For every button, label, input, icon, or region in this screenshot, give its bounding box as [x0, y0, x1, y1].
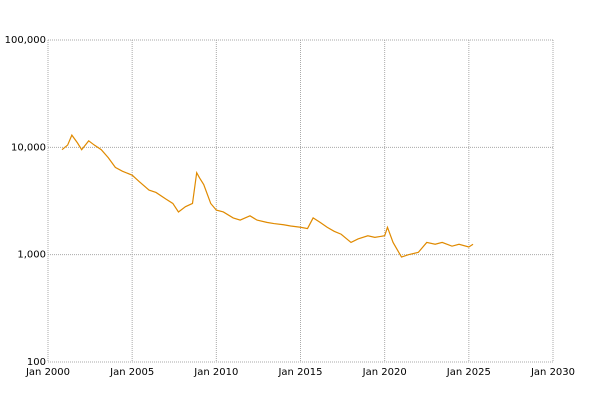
y-tick-label: 100,000	[5, 35, 46, 46]
x-tick-label: Jan 2020	[362, 367, 407, 378]
x-tick-label: Jan 2010	[193, 367, 238, 378]
y-tick-label: 100	[27, 357, 46, 368]
y-tick-label: 1,000	[17, 250, 46, 261]
x-tick-label: Jan 2000	[25, 367, 70, 378]
x-tick-label: Jan 2005	[109, 367, 154, 378]
x-tick-label: Jan 2025	[446, 367, 491, 378]
x-tick-label: Jan 2030	[530, 367, 575, 378]
y-tick-label: 10,000	[11, 142, 46, 153]
x-tick-label: Jan 2015	[277, 367, 322, 378]
price-line	[61, 133, 474, 258]
